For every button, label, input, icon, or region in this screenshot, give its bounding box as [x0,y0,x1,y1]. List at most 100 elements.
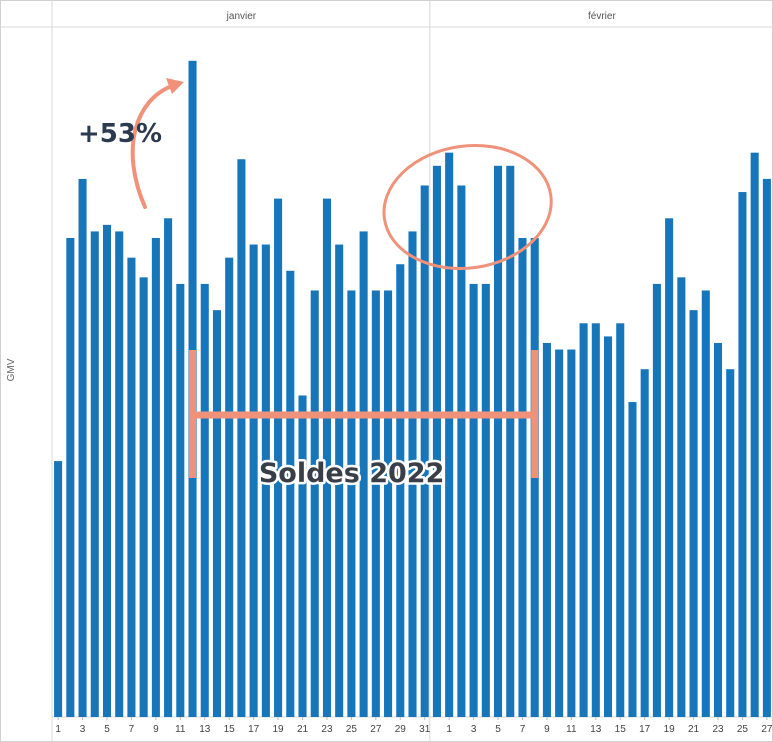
bar-34 [457,185,466,717]
bar-10 [164,218,173,718]
bar-29 [396,264,405,717]
bar-59 [762,178,771,717]
bar-50 [652,283,661,717]
bar-20 [286,270,295,717]
bar-4 [90,231,99,717]
bar-6 [115,231,124,717]
tick-label-27: 23 [712,724,724,735]
growth-label: +53% [78,119,162,149]
bar-5 [102,224,112,717]
tick-label-21: 11 [566,724,577,735]
tick-label-4: 9 [153,724,159,735]
bar-13 [200,283,209,717]
highlight-ellipse [382,143,553,271]
tick-label-16: 1 [446,724,452,735]
tick-label-26: 21 [688,724,700,735]
month-label-1: février [588,11,616,22]
bar-49 [640,369,649,717]
tick-label-12: 25 [346,724,358,735]
bar-16 [237,159,246,717]
bar-17 [249,244,258,718]
bar-44 [579,323,588,717]
bar-23 [322,198,331,718]
tick-label-19: 7 [520,724,526,735]
bar-54 [701,290,710,717]
bar-45 [591,323,600,717]
tick-label-20: 9 [544,724,550,735]
bar-21 [298,395,307,717]
bar-28 [384,290,393,717]
bar-24 [335,244,344,718]
month-labels: janvier février [226,11,617,22]
bar-48 [628,402,637,717]
tick-label-1: 3 [80,724,86,735]
bar-39 [518,237,527,717]
tick-label-29: 27 [761,724,773,735]
tick-label-11: 23 [321,724,333,735]
tick-label-5: 11 [175,724,186,735]
bar-25 [347,290,356,717]
bar-43 [567,349,576,717]
bar-38 [506,165,515,718]
bar-15 [225,257,234,717]
bar-1 [54,461,63,717]
bar-57 [738,192,747,718]
bar-8 [139,277,148,717]
tick-label-10: 21 [297,724,309,735]
tick-label-17: 3 [471,724,477,735]
annotations: +53% Soldes 2022 [78,78,553,492]
tick-label-6: 13 [199,724,211,735]
bar-52 [677,277,686,717]
bar-18 [261,244,270,718]
tick-label-23: 15 [615,724,627,735]
month-label-0: janvier [226,11,257,22]
bar-31 [420,185,429,717]
bar-3 [78,178,87,717]
y-axis-label: GMV [6,358,17,381]
bar-19 [274,198,283,718]
tick-label-9: 19 [273,724,285,735]
tick-label-3: 7 [129,724,135,735]
bar-56 [726,369,735,717]
tick-label-2: 5 [104,724,110,735]
bar-36 [481,283,490,717]
growth-arrow [130,84,174,209]
bar-42 [555,349,564,717]
tick-label-7: 15 [224,724,236,735]
sale-label: Soldes 2022 [259,458,445,489]
bar-58 [750,152,759,717]
bar-22 [310,290,319,717]
bar-11 [176,283,185,717]
bar-46 [603,336,613,717]
bar-2 [66,237,75,717]
bar-47 [616,323,625,717]
tick-label-22: 13 [590,724,602,735]
tick-label-8: 17 [248,724,260,735]
tick-label-14: 29 [395,724,407,735]
bar-35 [469,283,478,717]
bar-51 [665,218,674,718]
tick-label-15: 31 [419,724,431,735]
bar-9 [151,237,160,717]
bar-30 [408,231,417,717]
bar-14 [212,310,222,717]
bar-32 [432,165,441,718]
tick-label-0: 1 [55,724,61,735]
bar-53 [689,310,698,717]
bar-7 [127,257,136,717]
bar-33 [445,152,454,717]
tick-label-18: 5 [495,724,501,735]
bar-41 [542,342,551,717]
tick-label-28: 25 [737,724,749,735]
tick-label-24: 17 [639,724,651,735]
bar-37 [494,165,503,718]
tick-label-13: 27 [370,724,382,735]
growth-arrow-head [166,78,184,94]
bar-27 [371,290,380,717]
bar-26 [359,231,368,717]
bars [54,60,771,718]
x-axis-ticks: 1 3 5 7 9 11 13 15 17 19 21 23 25 27 29 31 1 3 5 7 9 11 13 15 17… [55,717,773,735]
tick-label-25: 19 [664,724,676,735]
bar-55 [713,342,723,717]
